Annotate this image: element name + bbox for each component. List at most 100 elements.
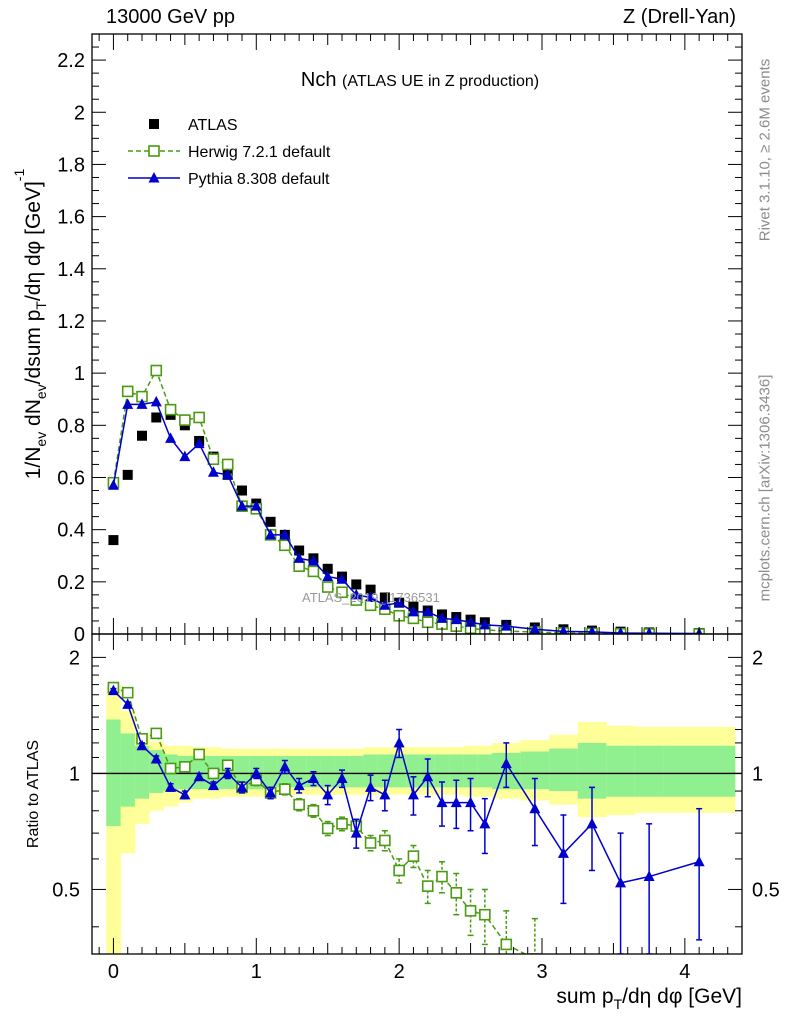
ratio-point — [150, 727, 163, 740]
legend-marker — [148, 172, 160, 183]
ratio-ytick-label: 0.5 — [52, 879, 80, 901]
main-ytick-label: 2.2 — [57, 50, 85, 72]
ratio-point — [379, 834, 391, 847]
ratio-point — [307, 772, 319, 784]
main-point — [365, 584, 376, 595]
main-point — [108, 535, 119, 546]
ratio-frame — [91, 633, 743, 955]
ratio-series-1 — [107, 684, 705, 954]
main-point — [136, 398, 148, 409]
main-point — [307, 554, 319, 566]
main-ytick-label: 2 — [74, 102, 85, 124]
ratio-point — [500, 757, 512, 769]
main-ytick-label: 1.4 — [57, 259, 85, 281]
legend-entry-1: Herwig 7.2.1 default — [128, 144, 331, 161]
ratio-point — [293, 798, 305, 811]
main-ytick-label: 0.8 — [57, 415, 85, 437]
main-point — [151, 412, 162, 423]
main-point — [137, 430, 147, 441]
legend-label: ATLAS — [188, 117, 238, 134]
main-point — [365, 591, 377, 602]
main-ytick-label: 0.4 — [57, 520, 85, 542]
ratio-point — [436, 796, 448, 808]
ratio-series-0 — [107, 681, 541, 954]
legend-marker — [148, 145, 160, 157]
band-inner-bin — [263, 755, 279, 788]
main-point — [436, 612, 448, 623]
main-point — [350, 588, 362, 600]
main-point — [529, 623, 541, 634]
legend-entry-0: ATLAS — [149, 117, 238, 134]
ratio-point — [500, 938, 513, 951]
main-point — [465, 616, 477, 627]
ratio-point — [615, 876, 627, 888]
ratio-point — [407, 850, 420, 862]
band-inner-bin — [320, 755, 336, 788]
legend-marker — [149, 119, 159, 129]
ratio-point — [164, 762, 177, 775]
ratio-point — [179, 761, 191, 773]
main-point — [265, 516, 276, 527]
band-inner-bin — [463, 754, 479, 788]
main-series-line — [112, 368, 700, 634]
main-point — [122, 469, 133, 480]
main-point — [645, 627, 653, 634]
ratio-point — [193, 770, 205, 782]
band-inner-bin — [434, 754, 450, 788]
ratio-point — [293, 779, 305, 791]
main-point — [236, 500, 248, 511]
ratio-point — [464, 905, 477, 917]
main-ylabel: 1/Nev dNev/dsum pT/dη dφ [GeV]-1 — [11, 169, 49, 480]
main-ytick-label: 1.2 — [57, 311, 85, 333]
ratio-point — [586, 817, 598, 829]
main-point — [122, 398, 134, 409]
main-point — [207, 466, 219, 477]
main-point — [164, 403, 177, 416]
main-ytick-label: 0.6 — [57, 467, 85, 489]
ratio-point — [529, 802, 541, 814]
main-point — [558, 625, 568, 634]
band-inner-bin — [634, 745, 664, 797]
band-inner-bin — [134, 745, 150, 799]
main-point — [393, 596, 405, 608]
main-point — [422, 605, 434, 617]
ratio-point — [693, 855, 705, 867]
ratio-ytick-label-right: 2 — [752, 647, 763, 669]
main-point — [336, 586, 348, 599]
main-point — [279, 528, 291, 540]
main-point — [322, 563, 333, 574]
ratio-point — [393, 736, 405, 748]
ratio-point — [150, 752, 162, 764]
main-point — [500, 620, 512, 631]
main-series-2 — [107, 395, 703, 634]
ratio-point — [279, 783, 291, 796]
ratio-point — [136, 739, 148, 751]
ratio-point — [643, 870, 655, 882]
ratio-point — [336, 818, 348, 830]
main-point — [351, 579, 362, 590]
ratio-point — [557, 847, 569, 858]
band-inner-bin — [606, 745, 636, 797]
ratio-point — [450, 796, 462, 808]
ratio-point — [436, 870, 448, 883]
main-point — [107, 479, 119, 490]
ratio-xlabel: sum pT/dη dφ [GeV] — [556, 985, 742, 1012]
ratio-xtick-label: 3 — [536, 961, 547, 983]
band-inner-bin — [363, 754, 379, 788]
band-inner-bin — [349, 755, 364, 788]
ratio-series-line — [112, 690, 700, 884]
main-point — [179, 450, 191, 462]
band-inner-bin — [406, 754, 422, 788]
main-point — [193, 411, 205, 424]
band-inner-bin — [449, 754, 464, 788]
main-point — [150, 364, 163, 377]
main-ytick-label: 1.8 — [57, 154, 85, 176]
ratio-ytick-label-right: 0.5 — [752, 879, 780, 901]
main-point — [450, 613, 462, 625]
band-inner-bin — [120, 733, 136, 807]
main-ytick-label: 1.6 — [57, 207, 85, 229]
ratio-point — [350, 827, 362, 838]
ratio-point — [107, 684, 119, 696]
header-left: 13000 GeV pp — [106, 6, 235, 28]
band-inner-bin — [292, 755, 307, 788]
